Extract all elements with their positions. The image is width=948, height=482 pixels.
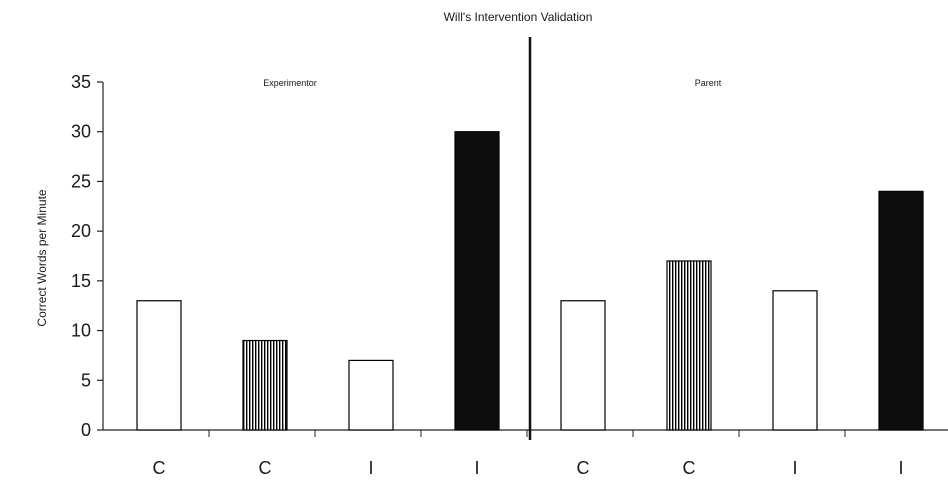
y-tick-label: 10	[71, 321, 91, 341]
y-tick-label: 25	[71, 171, 91, 191]
bar-panel1-2	[242, 339, 288, 431]
y-axis: 0 5 10 15 20 25 30 35	[71, 72, 104, 440]
bar-panel2-4	[878, 190, 924, 431]
y-tick-label: 0	[81, 420, 91, 440]
y-tick-label: 20	[71, 221, 91, 241]
bars	[136, 131, 924, 431]
x-tick-label: C	[683, 458, 696, 478]
x-tick-label: I	[368, 458, 373, 478]
y-tick-label: 30	[71, 122, 91, 142]
bar-panel1-3	[348, 359, 394, 431]
bar-panel2-1	[560, 300, 606, 431]
y-tick-label: 35	[71, 72, 91, 92]
y-tick-label: 15	[71, 271, 91, 291]
bar-panel2-3	[772, 290, 818, 431]
y-axis-label: Correct Words per Minute	[35, 189, 49, 326]
chart-title: Will's Intervention Validation	[444, 10, 593, 24]
bar-panel2-2	[666, 260, 712, 431]
y-tick-label: 5	[81, 370, 91, 390]
bar-panel1-1	[136, 300, 182, 431]
panel-label-experimentor: Experimentor	[263, 78, 317, 88]
bar-panel1-4	[454, 131, 500, 431]
x-tick-label: I	[898, 458, 903, 478]
panel-label-parent: Parent	[695, 78, 722, 88]
x-tick-label: I	[792, 458, 797, 478]
x-tick-label: C	[577, 458, 590, 478]
x-tick-label: C	[153, 458, 166, 478]
x-tick-label: I	[474, 458, 479, 478]
x-tick-label: C	[259, 458, 272, 478]
